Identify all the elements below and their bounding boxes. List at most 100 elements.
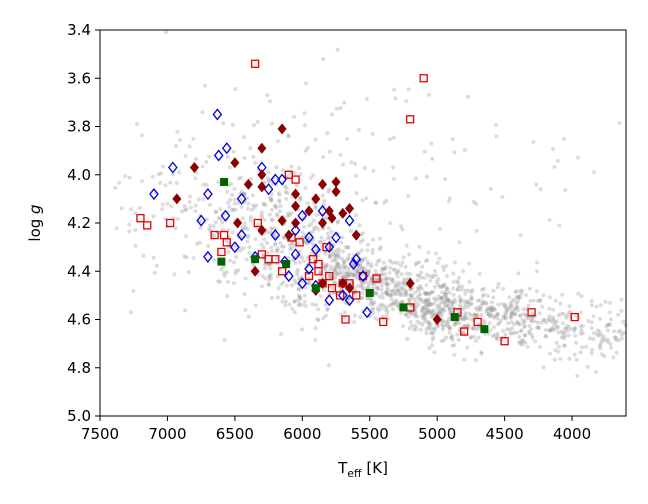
background-star-point	[418, 297, 423, 301]
background-star-point	[248, 176, 253, 181]
background-star-point	[379, 306, 384, 311]
background-star-point	[346, 244, 350, 249]
background-star-point	[370, 131, 375, 136]
background-star-point	[369, 298, 373, 303]
background-star-point	[513, 312, 518, 317]
background-star-point	[594, 304, 599, 309]
background-star-point	[440, 300, 445, 304]
background-star-point	[413, 314, 418, 319]
background-star-point	[563, 188, 568, 193]
background-star-point	[343, 245, 348, 250]
background-star-point	[198, 225, 203, 230]
blue-open-diamond-point	[236, 229, 247, 242]
background-star-point	[515, 320, 520, 325]
background-star-point	[243, 307, 248, 312]
background-star-point	[333, 275, 338, 280]
background-star-point	[193, 203, 198, 208]
background-star-point	[246, 314, 251, 319]
background-star-point	[374, 285, 379, 290]
background-star-point	[519, 328, 524, 333]
background-star-point	[310, 302, 315, 307]
background-star-point	[388, 293, 393, 298]
blue-open-diamond-point	[304, 262, 314, 275]
blue-open-diamond-point	[236, 192, 247, 205]
background-star-point	[430, 343, 435, 348]
background-star-point	[537, 311, 542, 316]
background-star-point	[440, 325, 445, 329]
background-star-point	[333, 265, 338, 270]
background-star-point	[599, 339, 604, 344]
background-star-point	[277, 192, 282, 197]
background-star-point	[436, 282, 441, 287]
background-star-point	[186, 270, 191, 275]
background-star-point	[366, 296, 370, 301]
background-star-point	[418, 283, 423, 288]
background-star-point	[413, 312, 418, 317]
background-star-point	[320, 193, 325, 198]
background-star-point	[194, 157, 198, 162]
background-star-point	[178, 138, 183, 142]
background-star-point	[400, 299, 405, 304]
background-star-point	[328, 254, 333, 259]
blue-open-diamond-point	[317, 204, 328, 217]
background-star-point	[281, 294, 286, 299]
background-star-point	[590, 303, 594, 308]
background-star-point	[469, 313, 474, 318]
background-star-point	[475, 312, 480, 317]
background-star-point	[462, 148, 467, 153]
background-star-point	[482, 292, 487, 297]
background-star-point	[398, 290, 403, 295]
background-star-point	[395, 270, 400, 275]
background-star-point	[542, 318, 547, 323]
background-star-point	[270, 218, 275, 222]
background-star-point	[432, 326, 437, 331]
background-star-point	[282, 235, 287, 240]
background-star-point	[483, 300, 488, 305]
background-star-point	[383, 278, 388, 283]
darkred-diamond-point	[257, 181, 267, 193]
background-star-point	[233, 87, 238, 91]
background-star-point	[443, 295, 447, 300]
background-star-point	[376, 308, 381, 313]
background-star-point	[509, 311, 514, 316]
blue-open-diamond-point	[220, 209, 231, 222]
background-star-point	[426, 250, 431, 255]
background-star-point	[572, 352, 577, 357]
background-star-point	[201, 182, 206, 187]
background-star-point	[564, 313, 569, 318]
background-star-point	[568, 309, 573, 314]
background-star-point	[341, 274, 346, 279]
background-star-point	[375, 306, 380, 311]
background-star-point	[447, 326, 452, 331]
y-tick-label: 4.2	[67, 214, 91, 232]
background-star-point	[531, 298, 536, 303]
background-star-point	[248, 146, 253, 151]
background-star-point	[518, 329, 523, 334]
background-star-point	[496, 322, 501, 327]
background-star-point	[330, 284, 335, 289]
background-star-point	[509, 303, 514, 308]
background-star-point	[392, 87, 397, 92]
background-star-point	[465, 345, 470, 350]
background-star-point	[354, 173, 359, 178]
background-star-point	[262, 217, 267, 222]
darkred-diamond-point	[318, 178, 328, 190]
background-star-point	[621, 319, 626, 324]
background-star-point	[385, 309, 390, 314]
background-star-point	[415, 296, 420, 301]
background-star-point	[415, 278, 420, 283]
red-open-square-point	[527, 308, 536, 317]
y-tick-label: 4.0	[67, 166, 91, 184]
background-star-point	[270, 121, 274, 126]
background-star-point	[423, 307, 428, 312]
background-star-point	[440, 306, 444, 311]
background-star-point	[389, 292, 394, 297]
background-star-point	[605, 337, 610, 342]
background-star-point	[356, 266, 360, 271]
background-star-point	[424, 272, 429, 277]
background-star-point	[551, 325, 556, 330]
background-star-point	[150, 174, 155, 179]
background-star-point	[496, 331, 500, 336]
background-star-point	[460, 331, 465, 336]
background-star-point	[328, 252, 333, 257]
